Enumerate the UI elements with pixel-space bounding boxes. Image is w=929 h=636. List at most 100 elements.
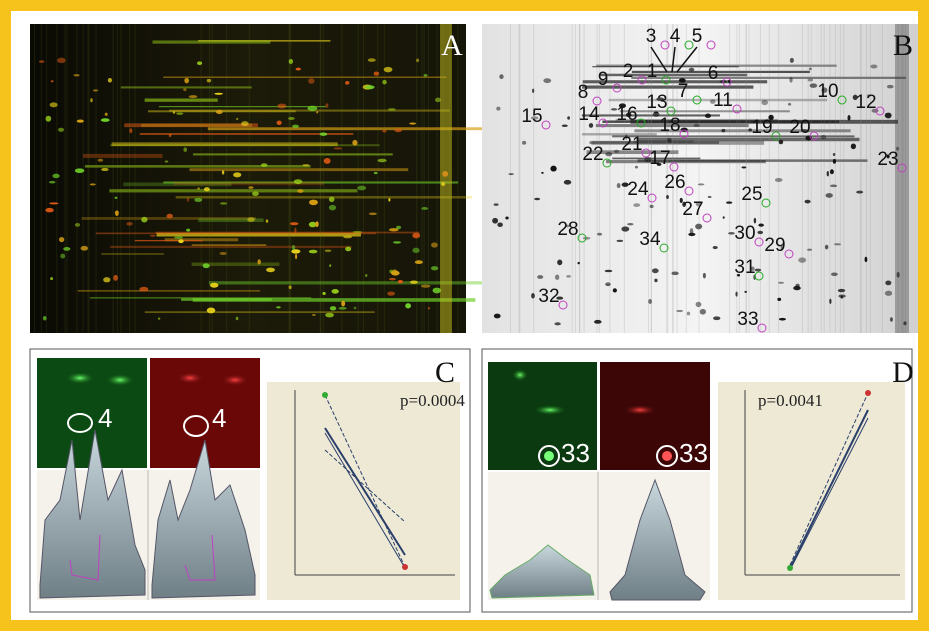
- spot: [713, 316, 720, 320]
- spot: [821, 135, 827, 140]
- lane: [83, 24, 84, 333]
- spot-label: 8: [578, 82, 589, 103]
- spot: [139, 287, 148, 292]
- spot: [522, 141, 526, 145]
- spot: [412, 233, 420, 239]
- spot: [173, 111, 175, 114]
- figure-canvas: A 12345678910111213141516171819202122232…: [0, 0, 929, 631]
- spot: [856, 191, 863, 194]
- spot: [257, 259, 260, 264]
- spot: [52, 174, 59, 178]
- spot: [113, 275, 118, 281]
- spot: [648, 299, 652, 304]
- spot: [805, 200, 811, 204]
- spot: [633, 203, 640, 207]
- spot: [583, 237, 590, 240]
- spot: [141, 217, 147, 223]
- lane: [120, 24, 121, 333]
- spot: [292, 245, 295, 251]
- spot: [617, 183, 621, 188]
- spot: [851, 143, 856, 149]
- spot: [341, 301, 345, 307]
- spot: [594, 320, 602, 324]
- spot: [368, 58, 376, 62]
- streak: [159, 106, 326, 107]
- lane: [87, 24, 88, 333]
- spot: [345, 81, 349, 85]
- lane: [533, 24, 534, 333]
- edge: [895, 24, 909, 333]
- spot: [833, 153, 836, 156]
- spot: [166, 214, 173, 219]
- spot: [266, 219, 269, 222]
- spot-label: 4: [670, 26, 681, 47]
- spot: [186, 229, 190, 232]
- lane: [686, 24, 687, 333]
- spot: [841, 295, 844, 298]
- spot: [777, 298, 781, 301]
- spot-label: 23: [877, 149, 898, 170]
- spot: [492, 218, 498, 224]
- spot: [325, 313, 334, 318]
- spot: [713, 246, 718, 249]
- spot-label: 31: [734, 257, 755, 278]
- lane: [209, 24, 210, 333]
- spot: [101, 118, 110, 122]
- lane: [821, 24, 822, 333]
- lane: [584, 24, 585, 333]
- spot-label: 33: [561, 438, 590, 468]
- spot: [695, 224, 702, 230]
- spot: [557, 259, 562, 265]
- spot: [60, 254, 65, 259]
- spot-label: 24: [627, 179, 649, 200]
- spot: [726, 201, 732, 203]
- spot-label: 22: [582, 144, 603, 165]
- lane: [811, 24, 812, 333]
- figure: A 12345678910111213141516171819202122232…: [0, 0, 929, 631]
- spot: [329, 264, 331, 266]
- spot: [325, 250, 332, 252]
- streak: [145, 99, 218, 102]
- lane: [56, 24, 57, 333]
- spot: [236, 118, 238, 120]
- spot: [831, 272, 838, 276]
- spot: [887, 85, 894, 89]
- lane: [226, 24, 227, 333]
- lane: [358, 24, 359, 333]
- spot-label: 1: [647, 61, 658, 82]
- spot: [830, 169, 834, 174]
- spot: [74, 74, 80, 76]
- spot: [59, 237, 64, 242]
- spot: [566, 275, 571, 278]
- lane: [866, 24, 867, 333]
- spot: [343, 236, 352, 239]
- spot: [721, 129, 725, 132]
- streak: [112, 142, 338, 146]
- lane: [609, 24, 610, 333]
- streak: [96, 233, 377, 235]
- spot: [90, 183, 96, 185]
- spot: [129, 128, 132, 133]
- spot: [778, 282, 784, 284]
- spot: [194, 198, 202, 202]
- spot: [338, 307, 346, 310]
- spot: [870, 64, 877, 68]
- spot: [415, 260, 423, 264]
- spot: [398, 280, 403, 283]
- spot-label: 6: [708, 63, 719, 84]
- spot: [126, 222, 133, 226]
- lane: [129, 24, 130, 333]
- spot: [236, 317, 239, 321]
- spot: [577, 262, 579, 264]
- spot: [508, 173, 514, 175]
- spot-label: 11: [713, 90, 733, 111]
- spot: [197, 61, 202, 65]
- lane: [749, 24, 750, 333]
- spot: [184, 78, 189, 84]
- spot: [554, 322, 560, 325]
- edge: [440, 24, 452, 333]
- spot: [297, 189, 303, 193]
- spot: [233, 172, 241, 177]
- spot: [63, 247, 70, 251]
- spot: [353, 231, 363, 233]
